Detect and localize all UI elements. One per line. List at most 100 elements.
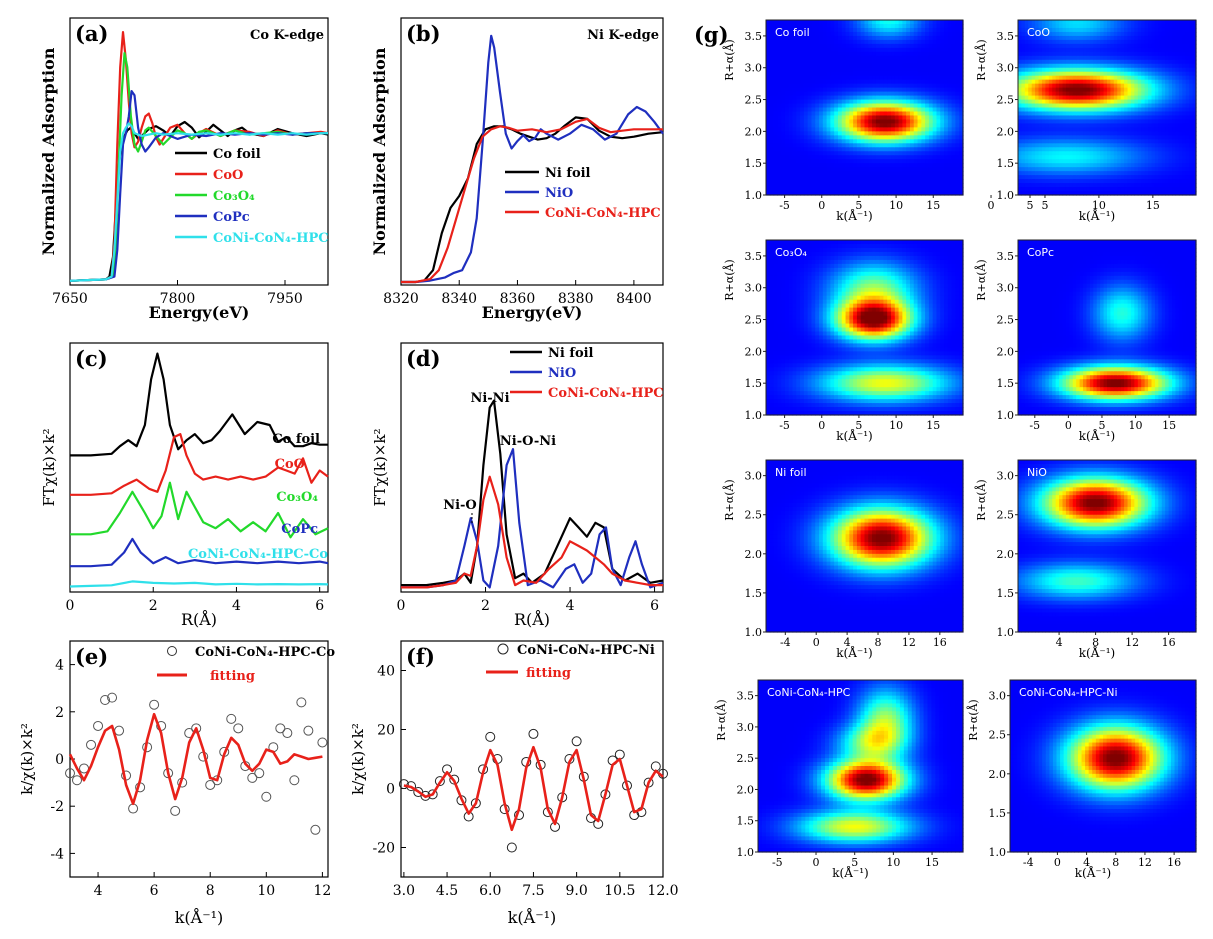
heat-cell [955, 83, 960, 89]
heat-cell [769, 43, 775, 49]
heat-cell [925, 191, 930, 196]
heat-cell [1018, 123, 1023, 128]
heat-cell [1024, 175, 1029, 180]
heat-cell [1107, 191, 1112, 196]
heat-cell [1189, 115, 1194, 121]
heat-cell [1041, 179, 1046, 184]
heat-cell [1045, 107, 1050, 113]
heat-cell [894, 187, 900, 192]
heat-cell [1168, 43, 1173, 49]
heat-cell [1021, 75, 1026, 81]
heat-cell [925, 63, 930, 69]
heat-cell [1083, 147, 1088, 152]
heat-cell [1086, 59, 1091, 65]
heat-cell [1175, 79, 1180, 85]
heat-cell [1072, 163, 1077, 168]
heat-cell [766, 263, 771, 269]
heat-cell [1089, 183, 1094, 188]
heat-cell [879, 55, 885, 61]
heat-cell [788, 31, 794, 37]
heat-cell [1151, 171, 1156, 176]
heat-cell [849, 67, 854, 73]
heat-cell [769, 151, 775, 156]
panel-label: (g) [694, 22, 729, 47]
heat-cell [1093, 123, 1098, 128]
heat-cell [959, 111, 964, 117]
heat-cell [1124, 127, 1129, 132]
heat-cell [834, 67, 839, 73]
heat-cell [913, 67, 919, 73]
heat-cell [849, 91, 854, 97]
heat-cell [1141, 135, 1146, 140]
heat-cell [784, 187, 790, 192]
heat-cell [773, 387, 778, 392]
heat-cell [1154, 23, 1159, 29]
heat-cell [800, 99, 805, 105]
heat-cell [1175, 27, 1180, 33]
heat-cell [849, 159, 854, 164]
heat-cell [1151, 111, 1156, 117]
heat-cell [845, 91, 850, 97]
heat-cell [1096, 151, 1101, 156]
heat-cell [1065, 59, 1070, 65]
heat-cell [856, 135, 862, 140]
heat-cell [1127, 43, 1132, 49]
heat-cell [872, 83, 877, 89]
heat-cell [1076, 179, 1081, 184]
heat-cell [879, 131, 885, 136]
heat-cell [769, 20, 775, 25]
heat-cell [909, 115, 915, 121]
heat-cell [909, 191, 915, 196]
heat-cell [1069, 67, 1074, 73]
heat-cell [792, 127, 797, 132]
heat-cell [1086, 135, 1091, 140]
heat-cell [834, 59, 839, 65]
heat-cell [822, 99, 828, 105]
heat-cell [1083, 127, 1088, 132]
heat-cell [819, 183, 824, 188]
heat-cell [853, 35, 858, 41]
heat-cell [769, 359, 775, 364]
heat-cell [959, 79, 964, 85]
heat-cell [800, 47, 805, 53]
heat-cell [822, 115, 828, 121]
heat-cell [1120, 183, 1125, 188]
heat-cell [1072, 27, 1077, 33]
heat-cell [860, 191, 866, 196]
heat-cell [1141, 23, 1146, 29]
heat-cell [1069, 47, 1074, 53]
heat-cell [1137, 183, 1142, 188]
heat-cell [1168, 47, 1173, 53]
heat-cell [860, 139, 866, 144]
heat-cell [777, 27, 782, 33]
heat-cell [1079, 47, 1084, 53]
heat-cell [803, 59, 809, 65]
heat-cell [826, 79, 832, 85]
heat-cell [1144, 51, 1149, 57]
heat-cell [921, 159, 926, 164]
heat-cell [849, 123, 854, 128]
heat-cell [1168, 55, 1173, 61]
heat-cell [792, 95, 797, 101]
heat-cell [1158, 119, 1163, 125]
heat-cell [1083, 51, 1088, 57]
heat-cell [766, 271, 771, 277]
heat-cell [853, 103, 858, 109]
heat-cell [1172, 67, 1177, 73]
heat-cell [1062, 47, 1067, 53]
heat-cell [872, 187, 877, 192]
heat-cell [872, 131, 877, 136]
heat-cell [773, 20, 778, 25]
heat-cell [807, 127, 813, 132]
heat-cell [1065, 79, 1070, 85]
heat-cell [1086, 103, 1091, 109]
heat-cell [887, 51, 892, 57]
heat-cell [856, 107, 862, 113]
heat-cell [944, 63, 949, 69]
heat-cell [1161, 83, 1166, 89]
heat-cell [1100, 175, 1105, 180]
heat-cell [1130, 51, 1135, 57]
heat-cell [766, 411, 771, 416]
heat-cell [777, 107, 782, 113]
heat-cell [1148, 183, 1153, 188]
